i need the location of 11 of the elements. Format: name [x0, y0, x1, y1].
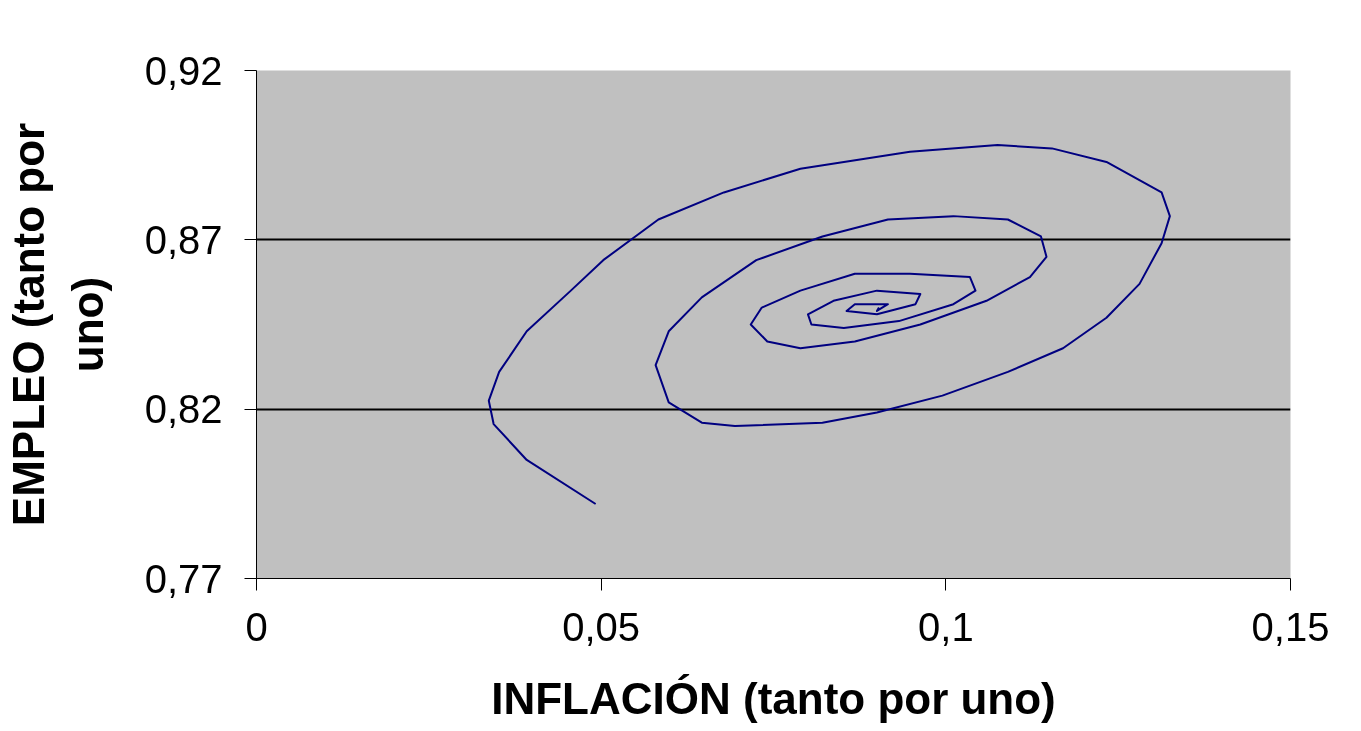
y-tick-label: 0,92: [144, 48, 223, 93]
y-tick-label: 0,77: [144, 556, 223, 601]
line-series: [487, 144, 1171, 505]
y-tick-label: 0,82: [144, 387, 223, 432]
x-tick-label: 0: [245, 604, 268, 649]
x-tick-label: 0,15: [1251, 604, 1330, 649]
y-tick-label: 0,87: [144, 217, 223, 262]
x-axis-title: INFLACIÓN (tanto por uno): [491, 673, 1056, 723]
x-tick-label: 0,05: [562, 604, 641, 649]
y-axis-title: EMPLEO (tanto por uno): [3, 122, 112, 527]
x-tick-label: 0,1: [918, 604, 974, 649]
